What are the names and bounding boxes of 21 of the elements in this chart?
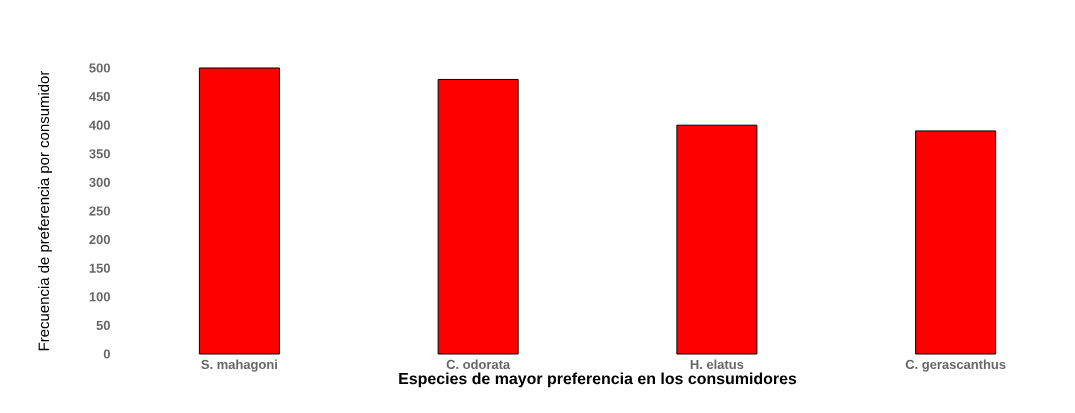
x-tick-label: S. mahagoni <box>201 359 277 372</box>
bar <box>915 130 997 355</box>
x-axis-title: Especies de mayor preferencia en los consumidores <box>399 372 797 388</box>
y-tick-label: 250 <box>89 206 110 216</box>
x-tick-label: H. elatus <box>690 359 744 370</box>
y-tick-label: 300 <box>89 177 110 187</box>
y-tick-label: 100 <box>89 292 110 302</box>
y-tick-label: 0 <box>103 349 110 359</box>
bar <box>437 78 519 355</box>
y-axis-title: Frecuencia de preferencia por consumidor <box>38 70 53 351</box>
bar <box>676 124 758 355</box>
y-tick-label: 350 <box>89 149 110 159</box>
y-tick-label: 450 <box>89 92 110 102</box>
y-tick-label: 200 <box>89 235 110 245</box>
y-tick-label: 50 <box>96 320 110 330</box>
bar <box>198 67 280 355</box>
x-tick-label: C. odorata <box>446 359 511 370</box>
y-tick-label: 500 <box>89 63 110 73</box>
y-tick-label: 150 <box>89 263 110 273</box>
x-tick-label: C. gerascanthus <box>905 359 1006 372</box>
y-tick-label: 400 <box>89 120 110 130</box>
